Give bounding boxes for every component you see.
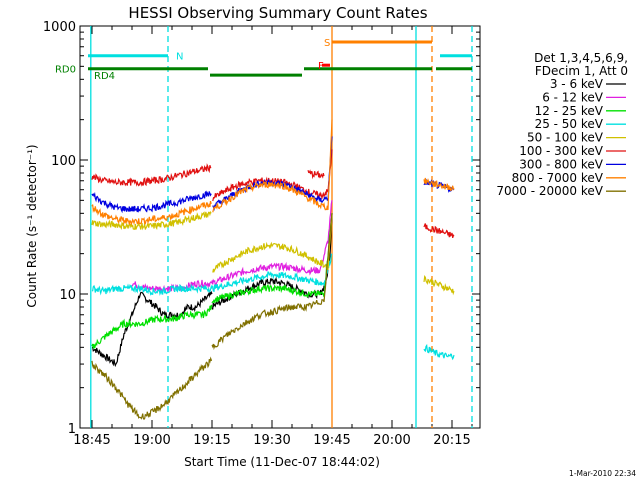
x-tick-label: 19:30: [253, 433, 290, 448]
series-line: [91, 283, 213, 296]
series-line: [91, 356, 212, 421]
state-label-rd0: RD0: [55, 65, 76, 76]
y-tick-label: 1000: [43, 20, 76, 35]
y-tick-label: 100: [51, 154, 76, 169]
legend-header: FDecim 1, Att 0: [535, 64, 628, 78]
series-line: [91, 190, 212, 214]
x-tick-label: 19:15: [193, 433, 230, 448]
series-line: [91, 304, 213, 349]
series-line: [211, 200, 333, 287]
series-line: [91, 210, 212, 231]
series-line: [91, 163, 212, 187]
state-label-f: F: [318, 61, 324, 72]
state-label-s: S: [324, 38, 330, 49]
x-tick-label: 18:45: [73, 433, 110, 448]
chart-title: HESSI Observing Summary Count Rates: [128, 4, 427, 22]
x-tick-label: 19:00: [133, 433, 170, 448]
series-line: [211, 213, 333, 351]
series-line: [92, 290, 213, 368]
plot-frame: [79, 25, 481, 429]
timestamp: 1-Mar-2010 22:34: [569, 469, 636, 478]
legend-entry: 25 - 50 keV: [535, 117, 604, 131]
x-tick-label: 20:00: [373, 433, 410, 448]
legend-entry: 300 - 800 keV: [519, 157, 603, 171]
legend-entry: 800 - 7000 keV: [512, 171, 604, 185]
x-tick-label: 19:45: [313, 433, 350, 448]
legend: Det 1,3,4,5,6,9,FDecim 1, Att 03 - 6 keV…: [496, 51, 628, 198]
series-line: [307, 169, 325, 180]
legend-entry: 50 - 100 keV: [527, 131, 604, 145]
series-line: [211, 253, 333, 293]
legend-entry: 6 - 12 keV: [542, 90, 604, 104]
y-tick-label: 1: [68, 422, 76, 437]
legend-entry: 7000 - 20000 keV: [496, 184, 603, 198]
series-line: [423, 343, 455, 361]
series-line: [91, 200, 212, 226]
plot-content: [88, 26, 473, 428]
series-line: [423, 223, 455, 239]
legend-header: Det 1,3,4,5,6,9,: [534, 51, 628, 65]
x-tick-label: 20:15: [433, 433, 470, 448]
series-line: [211, 213, 333, 304]
x-axis-label: Start Time (11-Dec-07 18:44:02): [184, 455, 380, 469]
y-tick-label: 10: [59, 288, 76, 303]
legend-entry: 100 - 300 keV: [519, 144, 603, 158]
series-line: [423, 177, 455, 192]
state-label-rd4: RD4: [94, 71, 115, 82]
series-line: [423, 274, 455, 296]
series-line: [212, 119, 333, 213]
plot-area: 1 10 100 1000 18:45 19:00 19:15 19:30 19:45 20:00…: [43, 20, 481, 448]
series-line: [131, 279, 213, 295]
y-axis-label: Count Rate (s⁻¹ detector⁻¹): [25, 144, 39, 307]
series-line: [212, 213, 333, 274]
legend-entry: 3 - 6 keV: [550, 77, 604, 91]
legend-entry: 12 - 25 keV: [535, 104, 604, 118]
series-line: [212, 149, 333, 202]
state-label-n: N: [176, 52, 183, 63]
